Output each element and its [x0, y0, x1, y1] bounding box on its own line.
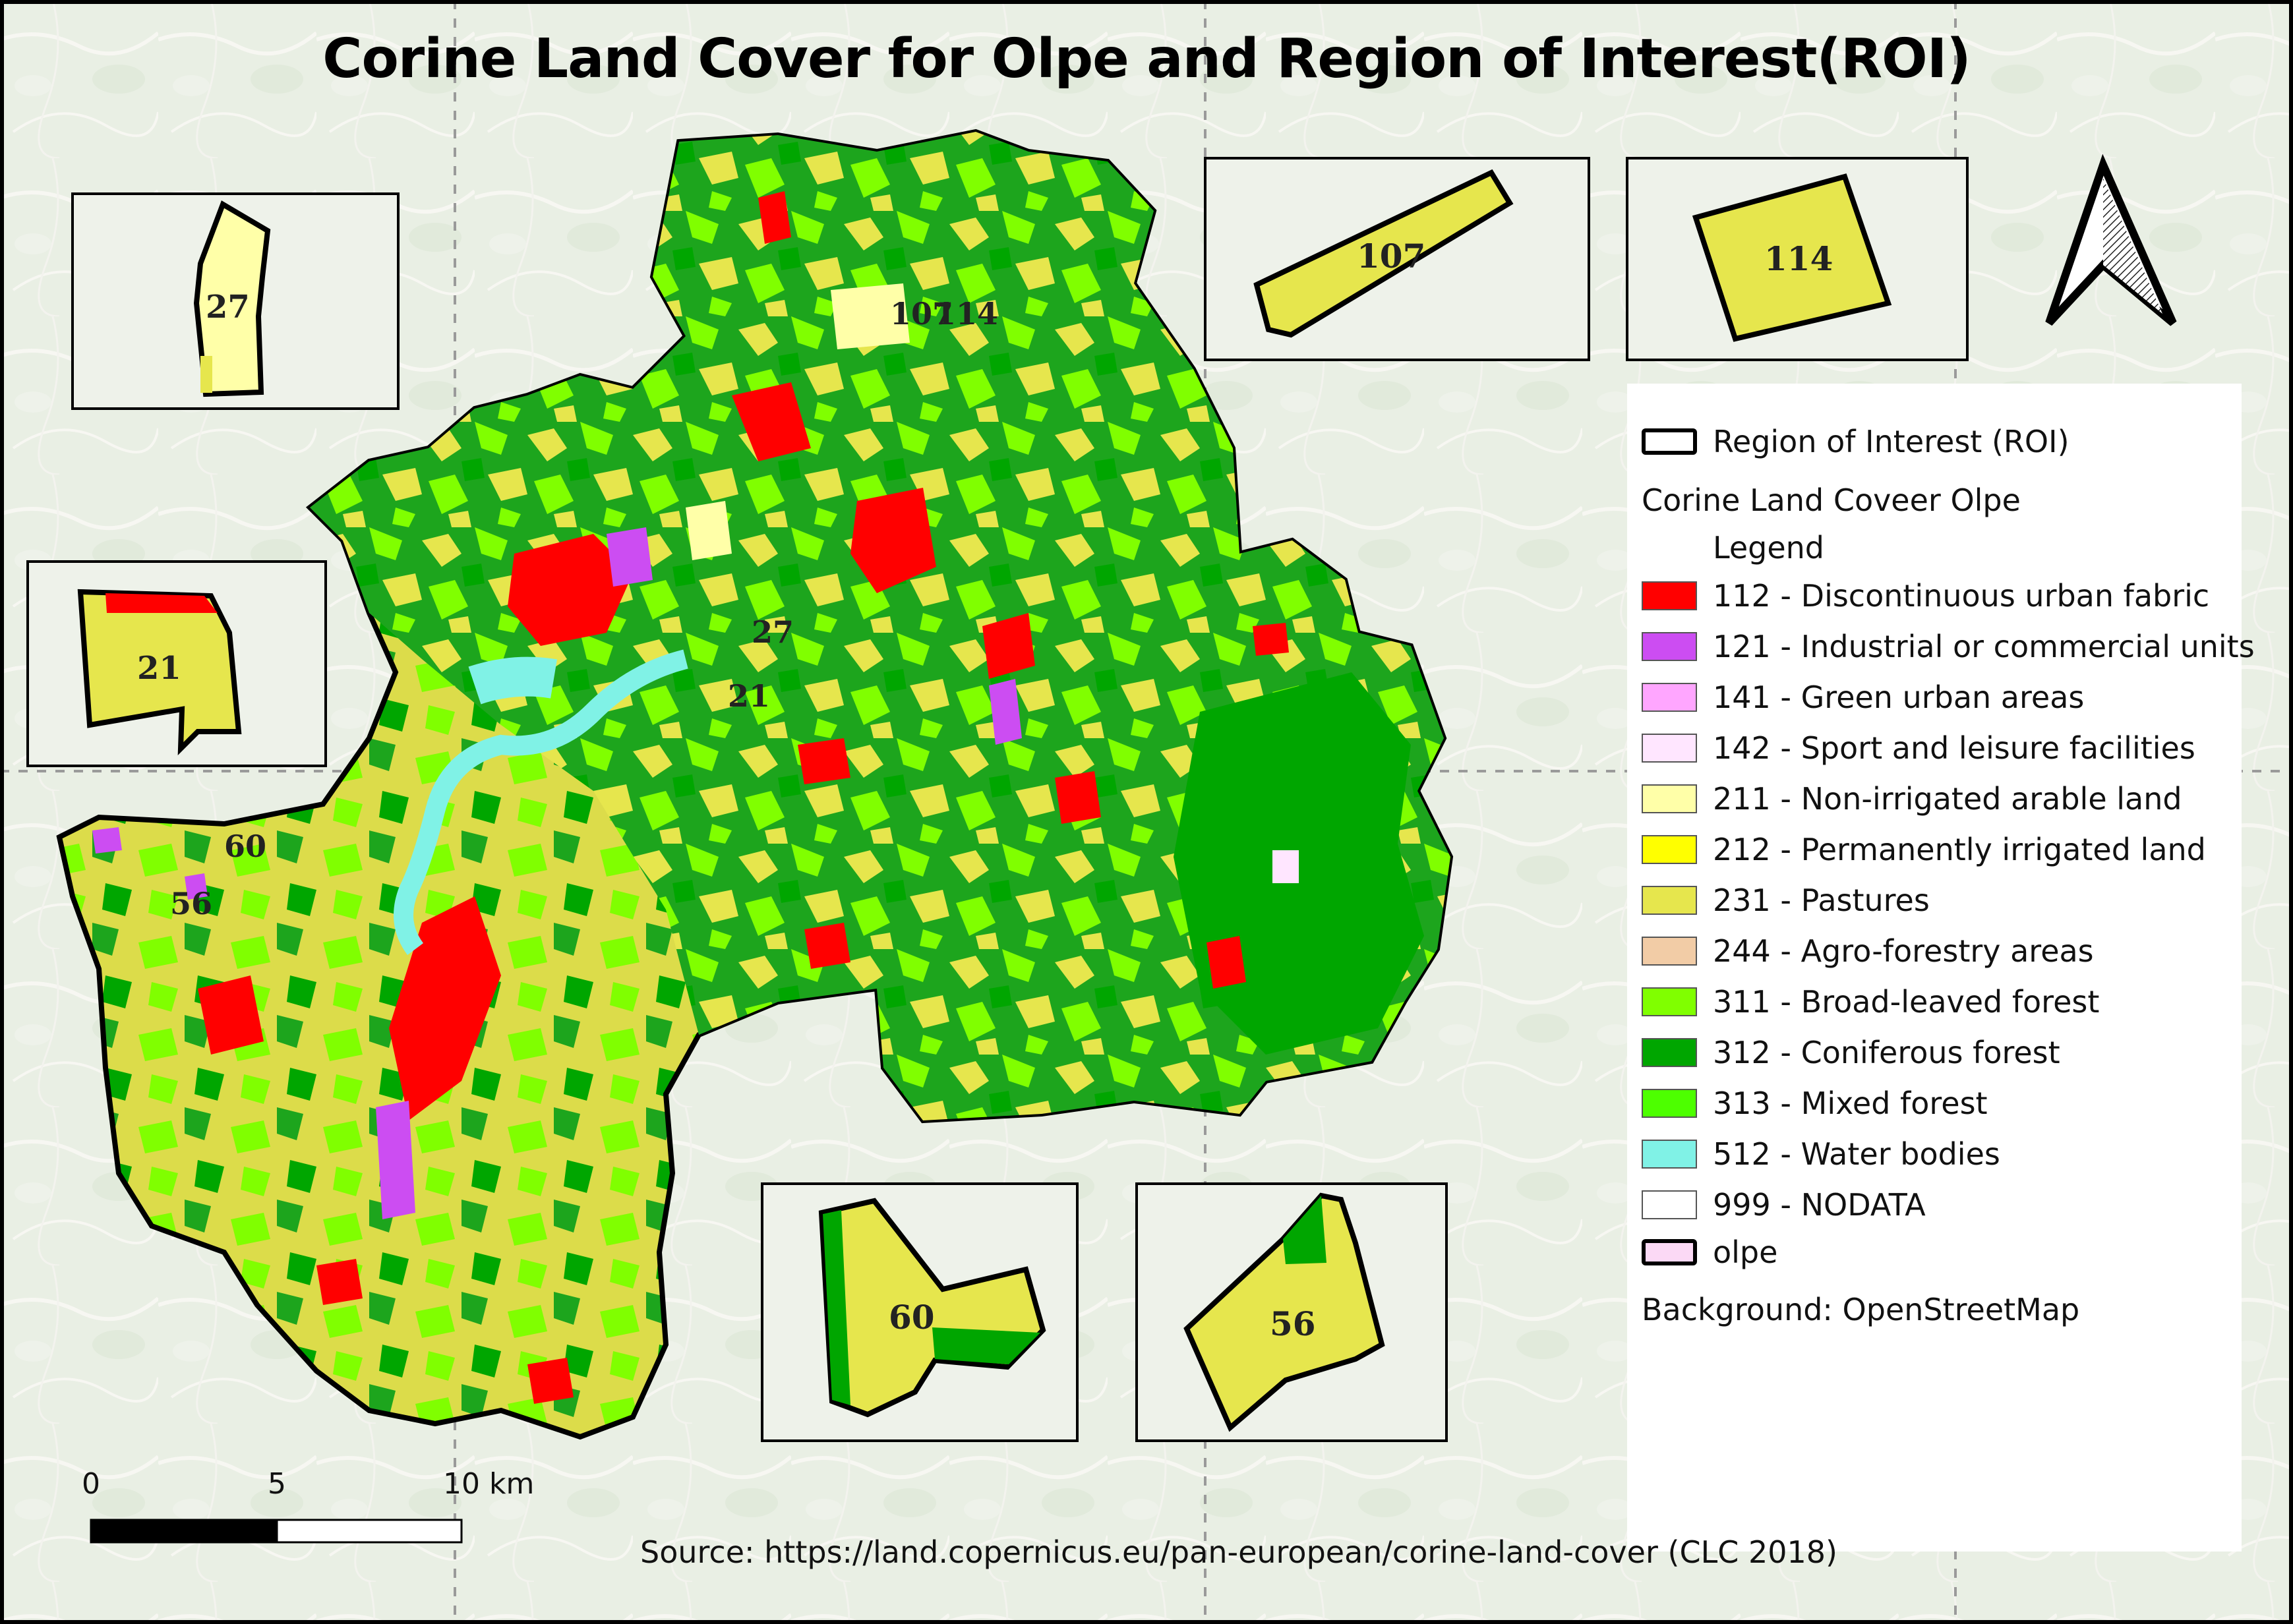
legend-class-label: 142 - Sport and leisure facilities: [1713, 730, 2195, 766]
legend-class-label: 311 - Broad-leaved forest: [1713, 984, 2100, 1020]
legend-class-row: 211 - Non-irrigated arable land: [1642, 779, 2182, 819]
legend-roi-label: Region of Interest (ROI): [1713, 424, 2070, 459]
legend-class-row: 999 - NODATA: [1642, 1185, 1926, 1225]
legend-class-label: 244 - Agro-forestry areas: [1713, 933, 2094, 969]
legend-class-label: 231 - Pastures: [1713, 883, 1930, 918]
legend-roi-row: Region of Interest (ROI): [1642, 422, 2070, 461]
map-label-114: 114: [935, 296, 998, 332]
scale-label-10km: 10 km: [443, 1467, 535, 1501]
legend-class-label: 313 - Mixed forest: [1713, 1086, 1988, 1121]
legend-class-row: 231 - Pastures: [1642, 881, 1930, 920]
inset-label-60: 60: [889, 1298, 935, 1337]
inset-114: 114: [1626, 157, 1969, 361]
scale-bar: [90, 1519, 463, 1544]
legend-class-row: 112 - Discontinuous urban fabric: [1642, 576, 2209, 616]
legend-class-swatch: [1642, 987, 1697, 1016]
legend-olpe-row: olpe: [1642, 1232, 1777, 1272]
legend-class-swatch: [1642, 632, 1697, 661]
legend-class-label: 312 - Coniferous forest: [1713, 1035, 2060, 1070]
legend-olpe-label: olpe: [1713, 1234, 1778, 1270]
legend-class-row: 312 - Coniferous forest: [1642, 1033, 2060, 1072]
north-arrow-icon: [2045, 154, 2177, 326]
legend-class-label: 211 - Non-irrigated arable land: [1713, 781, 2182, 817]
legend-class-label: 212 - Permanently irrigated land: [1713, 832, 2206, 867]
legend-class-row: 512 - Water bodies: [1642, 1134, 2000, 1174]
source-credit: Source: https://land.copernicus.eu/pan-e…: [640, 1534, 1837, 1570]
legend-class-swatch: [1642, 784, 1697, 813]
legend-class-swatch: [1642, 1140, 1697, 1169]
map-label-107: 107: [890, 296, 953, 332]
legend-class-swatch: [1642, 1190, 1697, 1219]
legend-class-swatch: [1642, 1038, 1697, 1067]
legend-class-swatch: [1642, 835, 1697, 864]
legend-class-swatch: [1642, 886, 1697, 915]
inset-60: 60: [761, 1182, 1079, 1442]
inset-label-27: 27: [206, 289, 250, 326]
scale-label-0: 0: [82, 1467, 100, 1501]
map-label-56: 56: [170, 886, 212, 921]
legend-class-row: 313 - Mixed forest: [1642, 1084, 1988, 1123]
legend-class-row: 142 - Sport and leisure facilities: [1642, 728, 2195, 768]
scale-label-5: 5: [268, 1467, 286, 1501]
map-label-60: 60: [224, 828, 266, 864]
olpe-district: 107 114 27 21 60 56: [56, 129, 1454, 1440]
legend-class-swatch: [1642, 683, 1697, 712]
background-note: Background: OpenStreetMap: [1642, 1292, 2080, 1327]
map-label-21: 21: [728, 678, 770, 714]
inset-label-21: 21: [137, 650, 181, 687]
legend-panel: Region of Interest (ROI) Corine Land Cov…: [1627, 384, 2255, 1552]
map-title: Corine Land Cover for Olpe and Region of…: [322, 28, 1971, 90]
legend-class-row: 212 - Permanently irrigated land: [1642, 830, 2206, 869]
legend-class-label: 121 - Industrial or commercial units: [1713, 629, 2255, 664]
inset-label-56: 56: [1270, 1304, 1316, 1343]
legend-class-row: 244 - Agro-forestry areas: [1642, 931, 2094, 971]
legend-class-label: 141 - Green urban areas: [1713, 680, 2085, 715]
legend-class-row: 311 - Broad-leaved forest: [1642, 982, 2099, 1022]
legend-group-title: Corine Land Coveer Olpe: [1642, 482, 2021, 518]
map-label-27: 27: [752, 614, 794, 650]
legend-class-swatch: [1642, 734, 1697, 763]
inset-27: 27: [71, 192, 400, 410]
legend-class-swatch: [1642, 1089, 1697, 1118]
inset-label-114: 114: [1764, 239, 1833, 278]
legend-class-label: 999 - NODATA: [1713, 1187, 1926, 1223]
legend-group-subtitle: Legend: [1713, 530, 1824, 566]
legend-class-label: 112 - Discontinuous urban fabric: [1713, 578, 2210, 614]
inset-label-107: 107: [1357, 237, 1425, 276]
inset-21: 21: [26, 560, 327, 767]
legend-class-label: 512 - Water bodies: [1713, 1136, 2000, 1172]
legend-class-swatch: [1642, 937, 1697, 966]
legend-class-row: 141 - Green urban areas: [1642, 678, 2084, 717]
legend-class-row: 121 - Industrial or commercial units: [1642, 627, 2255, 666]
legend-roi-swatch: [1642, 428, 1697, 455]
legend-class-swatch: [1642, 581, 1697, 610]
inset-56: 56: [1135, 1182, 1448, 1442]
inset-107: 107: [1204, 157, 1590, 361]
legend-olpe-swatch: [1642, 1239, 1697, 1265]
